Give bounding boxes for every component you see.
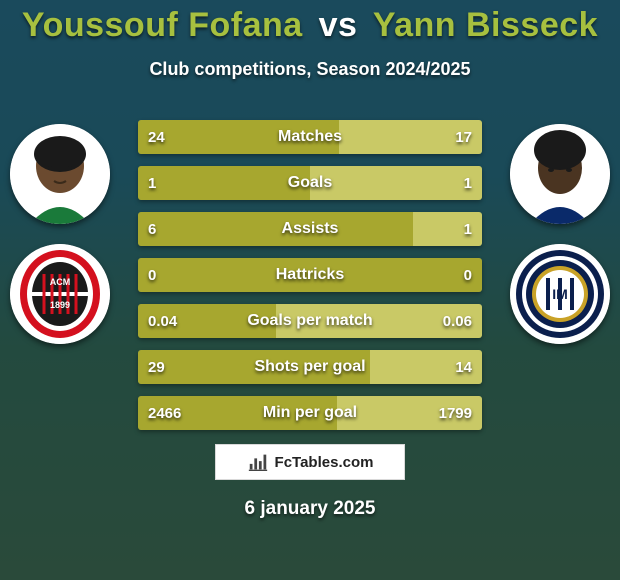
chart-icon <box>247 451 269 473</box>
fctables-brand: FcTables.com <box>215 444 405 480</box>
stat-label: Goals per match <box>138 304 482 338</box>
player1-avatar <box>10 124 110 224</box>
stat-value-right: 0 <box>464 258 472 292</box>
svg-text:ACM: ACM <box>50 277 71 287</box>
player1-name: Youssouf Fofana <box>22 6 303 44</box>
stat-row: 0.04Goals per match0.06 <box>138 304 482 338</box>
stat-label: Matches <box>138 120 482 154</box>
date-text: 6 january 2025 <box>0 498 620 520</box>
player2-name: Yann Bisseck <box>373 6 598 44</box>
stat-value-right: 1799 <box>439 396 472 430</box>
stat-value-right: 0.06 <box>443 304 472 338</box>
stat-value-right: 14 <box>455 350 472 384</box>
stat-label: Min per goal <box>138 396 482 430</box>
stat-row: 2466Min per goal1799 <box>138 396 482 430</box>
stat-label: Assists <box>138 212 482 246</box>
stat-row: 0Hattricks0 <box>138 258 482 292</box>
player2-club-badge: IM <box>510 244 610 344</box>
stat-label: Shots per goal <box>138 350 482 384</box>
stat-value-right: 17 <box>455 120 472 154</box>
stat-row: 6Assists1 <box>138 212 482 246</box>
subtitle: Club competitions, Season 2024/2025 <box>0 59 620 80</box>
player1-club-badge: ACM 1899 <box>10 244 110 344</box>
stat-row: 29Shots per goal14 <box>138 350 482 384</box>
stat-value-right: 1 <box>464 212 472 246</box>
vs-text: vs <box>319 6 358 44</box>
comparison-title: Youssouf Fofana vs Yann Bisseck <box>0 0 620 45</box>
stat-label: Hattricks <box>138 258 482 292</box>
stat-value-right: 1 <box>464 166 472 200</box>
stats-bars: 24Matches171Goals16Assists10Hattricks00.… <box>138 120 482 430</box>
player2-avatar <box>510 124 610 224</box>
svg-text:IM: IM <box>552 286 568 302</box>
svg-text:1899: 1899 <box>50 300 70 310</box>
stat-row: 1Goals1 <box>138 166 482 200</box>
stat-label: Goals <box>138 166 482 200</box>
brand-text: FcTables.com <box>275 454 374 471</box>
stat-row: 24Matches17 <box>138 120 482 154</box>
